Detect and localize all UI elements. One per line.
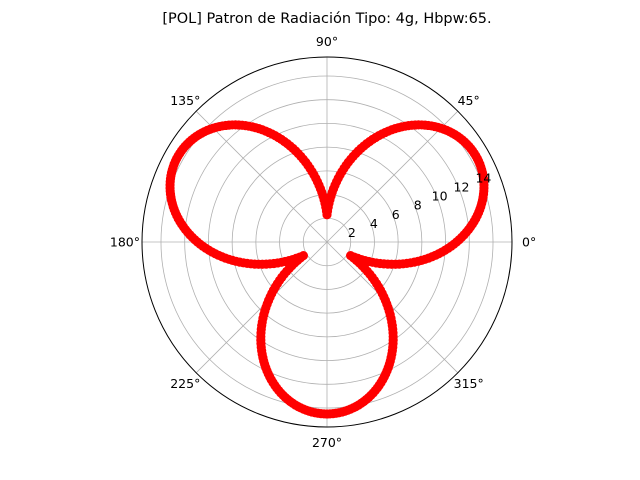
polar-frame [141,56,513,428]
radial-tick-label: 4 [370,216,378,231]
angle-tick-label: 0° [522,235,536,250]
radial-tick-label: 6 [392,207,400,222]
chart-title: [POL] Patron de Radiación Tipo: 4g, Hbpw… [162,11,491,27]
angular-gridline [326,110,459,243]
angle-tick-label: 90° [316,34,338,49]
radial-tick-label: 14 [475,171,491,186]
angle-tick-label: 135° [170,93,200,108]
radial-tick-label: 12 [454,180,470,195]
angle-tick-label: 315° [454,376,484,391]
angle-tick-label: 270° [312,435,342,450]
data-point [449,239,459,249]
radial-tick-label: 8 [414,198,422,213]
angle-tick-label: 225° [170,376,200,391]
angular-gridline [195,110,328,243]
angle-tick-label: 45° [458,93,480,108]
pattern-series [165,120,489,419]
radial-tick-label: 10 [432,189,448,204]
angle-tick-label: 180° [110,235,140,250]
radial-tick-label: 2 [348,225,356,240]
polar-grid [141,56,513,428]
